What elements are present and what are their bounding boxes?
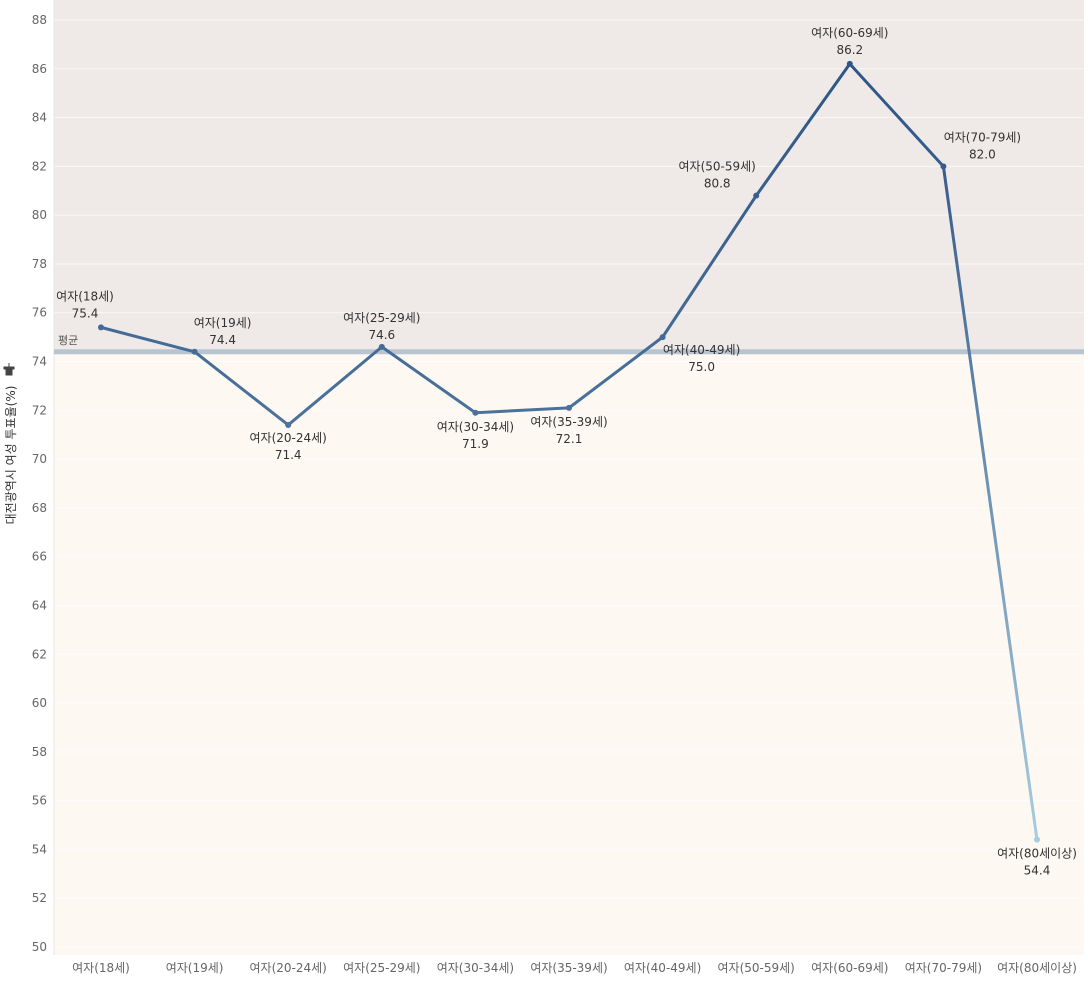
data-point[interactable] [98,324,104,331]
y-tick-label: 74 [32,355,47,369]
data-label-value: 86.2 [836,43,863,57]
data-label-category: 여자(70-79세) [944,130,1021,144]
data-label-value: 71.4 [275,448,302,462]
line-segment [941,164,1039,842]
x-tick-label: 여자(35-39세) [530,961,607,975]
x-tick-label: 여자(30-34세) [437,961,514,975]
background-bands [54,0,1084,955]
line-segment [286,345,384,427]
data-point[interactable] [378,343,385,350]
data-point[interactable] [1034,836,1040,843]
average-line[interactable] [54,349,1084,355]
series-line [99,62,1039,842]
y-tick-label: 84 [32,111,47,125]
band-above-average [54,0,1084,352]
data-label-value: 80.8 [704,177,731,191]
data-label-category: 여자(50-59세) [679,160,756,174]
y-tick-label: 62 [32,647,47,661]
gridlines [53,0,1084,955]
y-tick-label: 72 [32,403,47,417]
y-tick-label: 60 [32,696,47,710]
x-tick-label: 여자(18세) [72,961,130,975]
line-segment [754,62,852,198]
data-label-category: 여자(30-34세) [437,420,514,434]
data-point[interactable] [285,421,292,428]
line-segment [99,325,197,354]
data-label-value: 75.4 [72,306,99,320]
line-segment [567,335,665,410]
band-below-average [54,351,1084,955]
y-axis-title: 대전광역시 여성 투표율(%) [4,386,18,525]
data-point[interactable] [753,192,760,199]
x-tick-label: 여자(80세이상) [997,961,1077,975]
y-tick-label: 70 [32,452,47,466]
y-tick-label: 86 [32,62,47,76]
data-point[interactable] [472,409,479,416]
y-tick-label: 88 [32,13,47,27]
data-label-value: 71.9 [462,437,489,451]
y-axis-ticks: 50 52 54 56 58 60 62 64 66 68 70 72 74 76 78 80 82 84 86 88 [32,13,47,954]
data-label-value: 54.4 [1024,864,1051,878]
y-tick-label: 82 [32,159,47,173]
y-tick-label: 66 [32,550,47,564]
x-tick-label: 여자(20-24세) [250,961,327,975]
x-tick-label: 여자(40-49세) [624,961,701,975]
data-label-category: 여자(80세이상) [997,847,1077,861]
y-tick-label: 58 [32,745,47,759]
x-axis-ticks: 여자(18세) 여자(19세) 여자(20-24세) 여자(25-29세) 여자(30-… [72,961,1077,975]
data-label-category: 여자(25-29세) [343,311,420,325]
line-segment [473,406,571,415]
data-label-value: 74.6 [368,328,395,342]
line-segment [380,345,477,415]
data-label-category: 여자(40-49세) [663,343,740,357]
line-segment [193,350,290,427]
data-label-value: 82.0 [969,147,996,161]
y-axis-title-group: 대전광역시 여성 투표율(%) [3,363,18,525]
x-tick-label: 여자(19세) [166,961,224,975]
y-tick-label: 52 [32,891,47,905]
y-tick-label: 56 [32,794,47,808]
line-segment [661,194,758,339]
data-label-category: 여자(35-39세) [530,415,607,429]
data-label-category: 여자(60-69세) [811,26,888,40]
y-tick-label: 68 [32,501,47,515]
data-labels: 여자(18세) 75.4 여자(19세) 74.4 여자(20-24세) 71.4 여자(2… [56,26,1077,878]
data-label-value: 72.1 [556,432,583,446]
data-point[interactable] [659,334,666,341]
data-label-category: 여자(19세) [194,316,252,330]
y-tick-label: 54 [32,842,47,856]
average-label: 평균 [58,334,78,347]
pin-icon[interactable] [3,363,15,376]
data-label-value: 75.0 [688,360,715,374]
data-label-value: 74.4 [209,333,236,347]
data-point[interactable] [191,348,198,355]
x-tick-label: 여자(70-79세) [905,961,982,975]
data-points [98,60,1040,843]
y-tick-label: 78 [32,257,47,271]
data-label-category: 여자(18세) [56,289,114,303]
data-point[interactable] [566,404,572,411]
line-segment [848,62,945,168]
x-tick-label: 여자(50-59세) [718,961,795,975]
y-tick-label: 50 [32,940,47,954]
y-tick-label: 76 [32,306,47,320]
data-point[interactable] [846,60,853,67]
x-tick-label: 여자(25-29세) [343,961,420,975]
y-tick-label: 64 [32,598,47,612]
data-point[interactable] [940,163,947,170]
x-tick-label: 여자(60-69세) [811,961,888,975]
data-label-category: 여자(20-24세) [250,431,327,445]
reference-line: 평균 [54,334,1084,355]
y-tick-label: 80 [32,208,47,222]
